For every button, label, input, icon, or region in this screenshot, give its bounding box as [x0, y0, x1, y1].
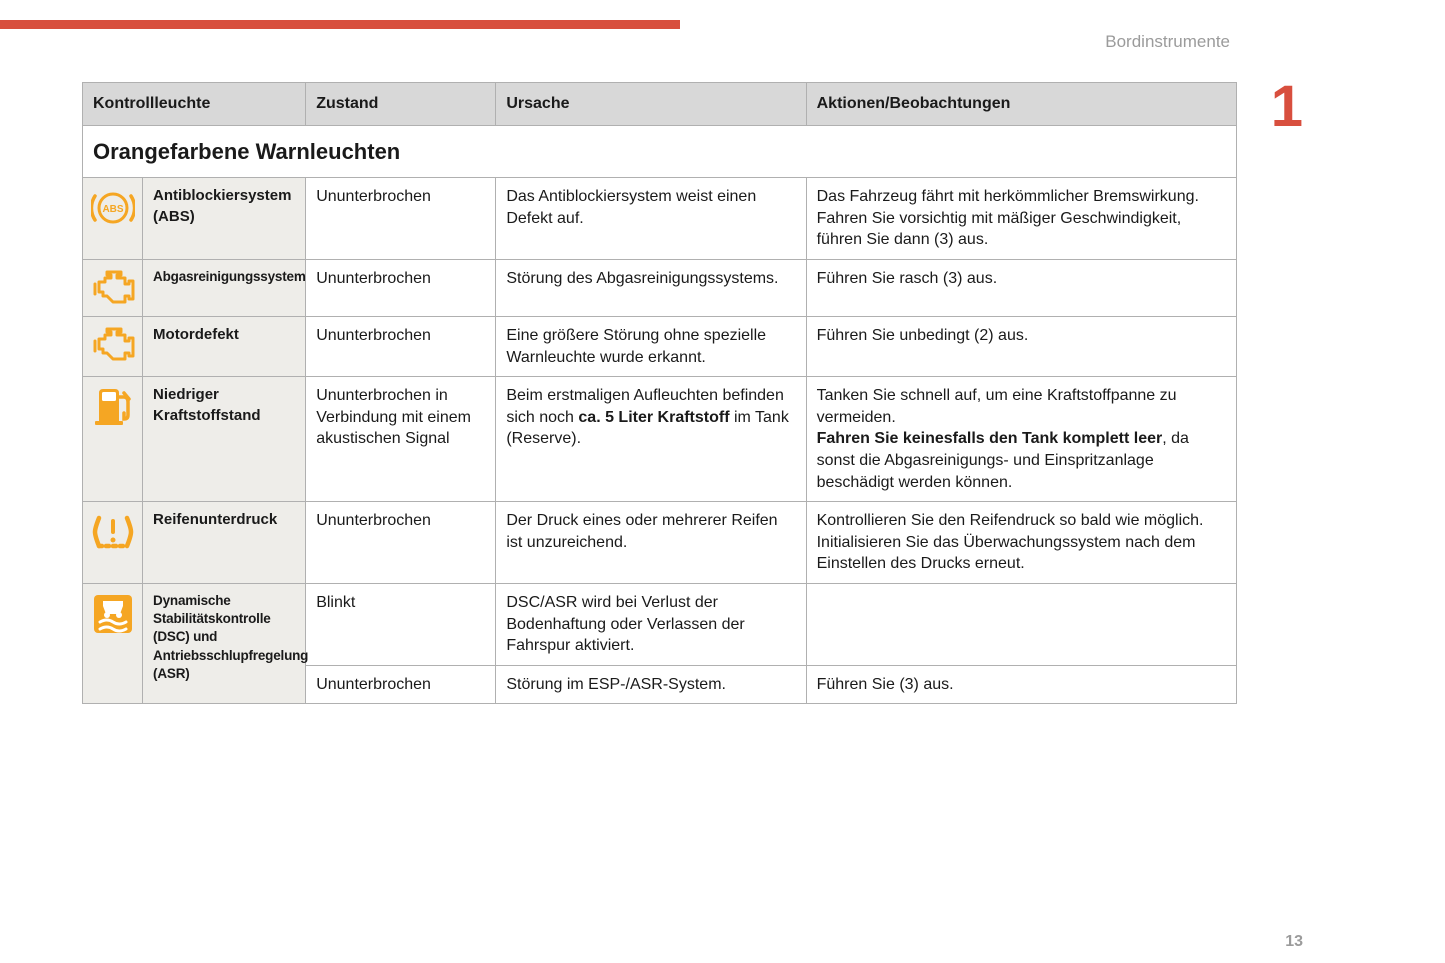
table-row: MotordefektUnunterbrochenEine größere St… — [83, 317, 1237, 377]
accent-bar — [0, 20, 680, 29]
section-title-row: Orangefarbene Warnleuchten — [83, 125, 1237, 178]
state-cell: Ununterbrochen — [306, 178, 496, 260]
table-row: Antiblockiersystem (ABS)UnunterbrochenDa… — [83, 178, 1237, 260]
cause-cell: Störung im ESP-/ASR-System. — [496, 665, 806, 704]
fuel-icon — [91, 385, 135, 429]
table-row: Niedriger KraftstoffstandUnunterbrochen … — [83, 377, 1237, 502]
table-row: ReifenunterdruckUnunterbrochenDer Druck … — [83, 502, 1237, 584]
warning-name: Abgasreinigungssystem — [143, 260, 306, 317]
state-cell: Ununterbrochen — [306, 260, 496, 317]
abs-icon — [91, 186, 135, 230]
icon-cell — [83, 260, 143, 317]
section-title: Orangefarbene Warnleuchten — [83, 125, 1237, 178]
warning-lights-table: Kontrollleuchte Zustand Ursache Aktionen… — [82, 82, 1237, 704]
warning-lights-table-container: Kontrollleuchte Zustand Ursache Aktionen… — [82, 82, 1237, 704]
icon-cell — [83, 502, 143, 584]
state-cell: Ununterbrochen — [306, 317, 496, 377]
state-cell: Ununterbrochen in Verbindung mit einem a… — [306, 377, 496, 502]
dsc-icon — [91, 592, 135, 636]
col-zustand: Zustand — [306, 83, 496, 126]
table-row: AbgasreinigungssystemUnunterbrochenStöru… — [83, 260, 1237, 317]
table-row: Dynamische Stabilitätskontrolle (DSC) un… — [83, 584, 1237, 666]
state-cell: Ununterbrochen — [306, 665, 496, 704]
table-header-row: Kontrollleuchte Zustand Ursache Aktionen… — [83, 83, 1237, 126]
engine-icon — [91, 325, 135, 369]
icon-cell — [83, 584, 143, 704]
section-header-label: Bordinstrumente — [1105, 32, 1230, 52]
state-cell: Blinkt — [306, 584, 496, 666]
icon-cell — [83, 377, 143, 502]
icon-cell — [83, 178, 143, 260]
cause-cell: Der Druck eines oder mehrerer Reifen ist… — [496, 502, 806, 584]
warning-name: Reifenunterdruck — [143, 502, 306, 584]
warning-name: Antiblockiersystem (ABS) — [143, 178, 306, 260]
table-body: Orangefarbene Warnleuchten Antiblockiers… — [83, 125, 1237, 704]
actions-cell — [806, 584, 1236, 666]
col-kontrollleuchte: Kontrollleuchte — [83, 83, 306, 126]
icon-cell — [83, 317, 143, 377]
actions-cell: Tanken Sie schnell auf, um eine Kraftsto… — [806, 377, 1236, 502]
col-aktionen: Aktionen/Beobachtungen — [806, 83, 1236, 126]
warning-name: Motordefekt — [143, 317, 306, 377]
cause-cell: Beim erstmaligen Aufleuchten befinden si… — [496, 377, 806, 502]
warning-name: Dynamische Stabilitätskontrolle (DSC) un… — [143, 584, 306, 704]
cause-cell: Eine größere Störung ohne spezielle Warn… — [496, 317, 806, 377]
cause-cell: Störung des Abgasreinigungssystems. — [496, 260, 806, 317]
state-cell: Ununterbrochen — [306, 502, 496, 584]
actions-cell: Das Fahrzeug fährt mit herkömmlicher Bre… — [806, 178, 1236, 260]
actions-cell: Führen Sie unbedingt (2) aus. — [806, 317, 1236, 377]
page-number: 13 — [1285, 933, 1303, 951]
warning-name: Niedriger Kraftstoffstand — [143, 377, 306, 502]
cause-cell: DSC/ASR wird bei Verlust der Bodenhaftun… — [496, 584, 806, 666]
col-ursache: Ursache — [496, 83, 806, 126]
tire-icon — [91, 510, 135, 554]
cause-cell: Das Antiblockiersystem weist einen Defek… — [496, 178, 806, 260]
actions-cell: Führen Sie (3) aus. — [806, 665, 1236, 704]
actions-cell: Kontrollieren Sie den Reifendruck so bal… — [806, 502, 1236, 584]
chapter-number: 1 — [1271, 78, 1303, 136]
actions-cell: Führen Sie rasch (3) aus. — [806, 260, 1236, 317]
engine-icon — [91, 268, 135, 312]
